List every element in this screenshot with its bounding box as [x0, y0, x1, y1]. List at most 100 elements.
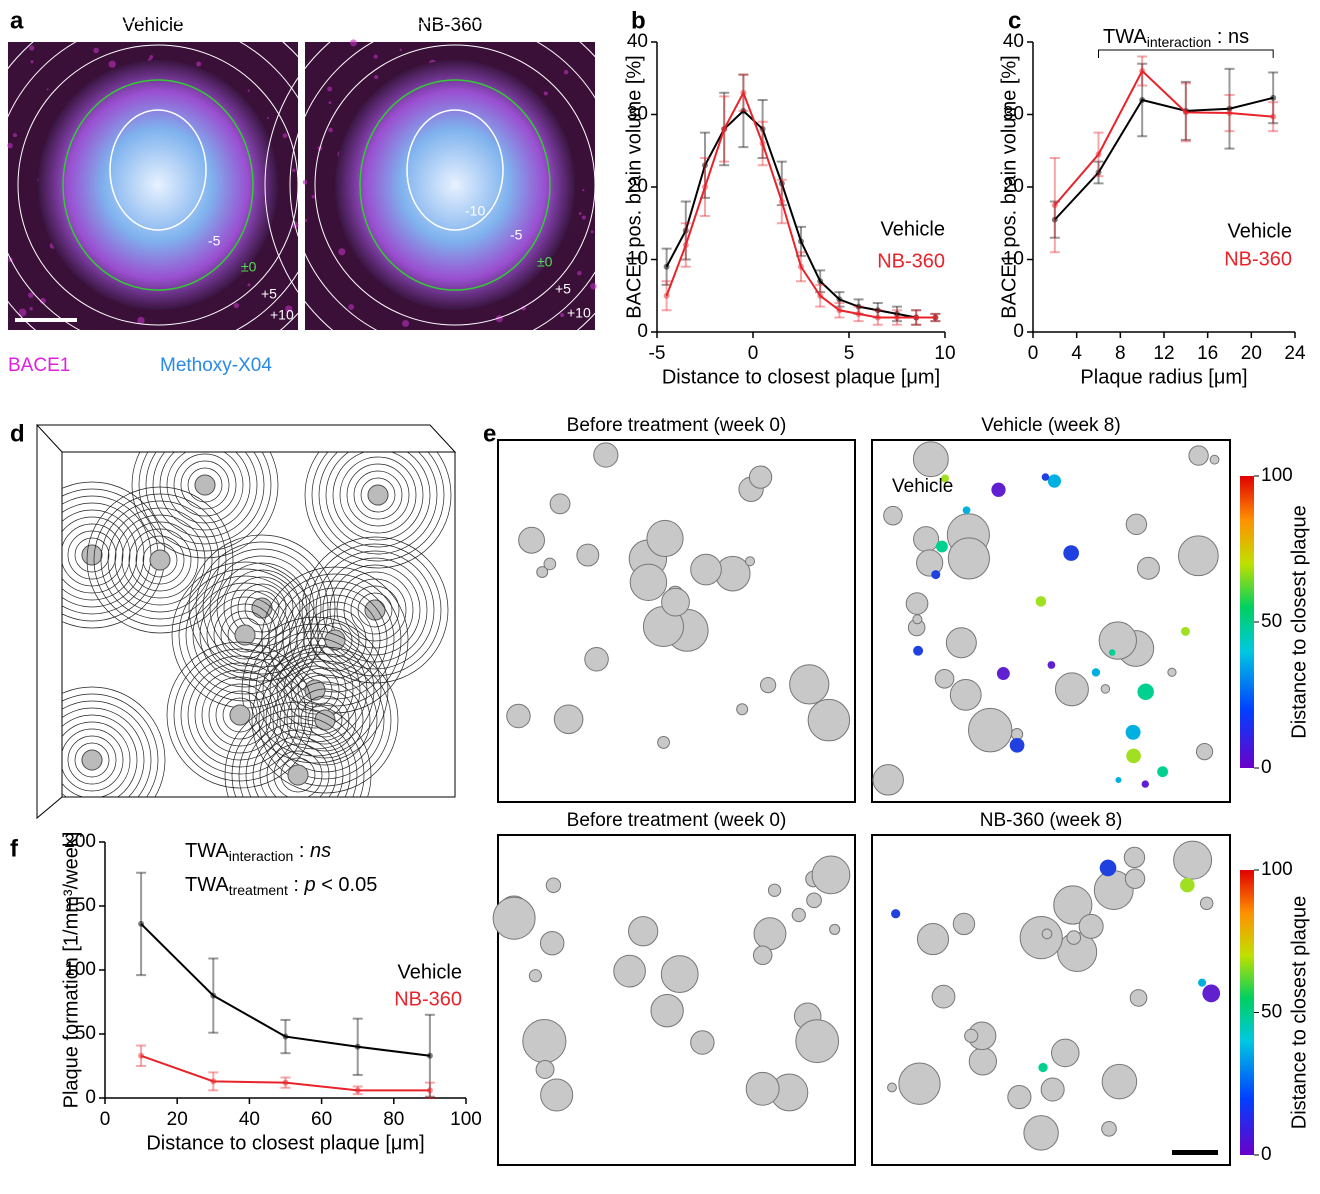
plaque-render — [913, 526, 940, 553]
plaque-render — [528, 969, 543, 983]
plaque-render — [539, 930, 565, 956]
plaque-render — [789, 664, 830, 705]
render-box — [871, 834, 1231, 1166]
contour — [195, 541, 329, 675]
y-tick-label: 10 — [1003, 249, 1024, 270]
contour — [245, 722, 351, 797]
speckle — [233, 302, 239, 309]
plaque-render — [518, 526, 546, 554]
new-plaque — [891, 909, 901, 919]
contour — [353, 470, 403, 520]
plaque — [229, 704, 251, 726]
plaque — [194, 474, 216, 496]
y-tick-label: 30 — [1003, 104, 1024, 125]
speckle — [247, 89, 250, 92]
annotation: TWAinteraction : ns — [1103, 26, 1249, 49]
colorbar-tick-label: 0 — [1261, 1144, 1272, 1165]
plaque-render — [745, 556, 756, 567]
contour-zero — [62, 79, 254, 291]
annotation-part: : — [293, 840, 310, 862]
plaque-render — [1040, 1077, 1065, 1102]
x-axis-title: Distance to closest plaque [μm] — [146, 1132, 424, 1154]
x-tick-label: 12 — [1153, 343, 1174, 364]
plaque-render — [593, 442, 619, 468]
plaque-render — [883, 505, 903, 526]
speckle — [374, 75, 379, 80]
series-line — [1054, 69, 1274, 206]
contour — [107, 507, 213, 613]
y-tick-label: 50 — [75, 1023, 96, 1044]
plaque-render — [545, 877, 562, 894]
contour — [300, 695, 350, 745]
plaque-render — [1125, 513, 1148, 536]
plaque-render — [1101, 1063, 1138, 1100]
new-plaque — [1180, 626, 1190, 636]
contour — [194, 669, 286, 761]
speckle — [521, 305, 526, 311]
plaque-render — [646, 519, 684, 558]
speckle — [7, 142, 13, 149]
channel-label: BACE1 — [8, 355, 70, 376]
contour — [307, 702, 343, 738]
contour-zero — [359, 79, 551, 291]
annotation-part: : ns — [1211, 26, 1249, 48]
speckle — [285, 305, 293, 313]
colorbar — [1240, 476, 1254, 768]
series-line — [140, 1054, 430, 1092]
image-title: NB-360 — [418, 15, 482, 36]
speckle — [311, 194, 316, 199]
contour — [67, 530, 117, 580]
x-tick-label: 0 — [100, 1109, 111, 1130]
x-tick-label: 60 — [311, 1109, 332, 1130]
panel-label: f — [10, 835, 19, 862]
new-plaque — [962, 506, 971, 515]
contour — [62, 721, 131, 797]
y-tick-label: 150 — [64, 895, 96, 916]
contour — [272, 667, 378, 773]
plaque — [81, 749, 103, 771]
contour — [159, 452, 251, 531]
contour — [62, 509, 138, 601]
legend-entry: NB-360 — [394, 988, 462, 1010]
x-tick-label: 24 — [1284, 343, 1306, 364]
speckle — [590, 283, 597, 290]
speckle — [563, 69, 569, 75]
speckle — [560, 312, 565, 318]
new-plaque — [1157, 766, 1169, 778]
new-plaque — [991, 482, 1006, 497]
plaque-render — [492, 896, 536, 940]
contour — [201, 676, 279, 754]
new-plaque — [941, 474, 949, 483]
contour — [241, 616, 389, 764]
plaque-render — [576, 543, 600, 567]
annotation-part: TWA — [185, 840, 229, 862]
contour — [252, 729, 344, 797]
image-title: Before treatment (week 0) — [567, 810, 787, 831]
plaque — [149, 549, 171, 571]
plaque-render — [1100, 684, 1111, 694]
plaque-render — [553, 704, 584, 735]
contour — [121, 521, 199, 599]
contour — [166, 641, 314, 789]
plaque-render — [522, 1018, 567, 1064]
image-title: Vehicle — [122, 15, 183, 36]
new-plaque — [1202, 984, 1221, 1003]
contour — [286, 681, 364, 759]
contour — [17, 44, 299, 326]
plaque-render — [1053, 885, 1093, 925]
plaque — [287, 764, 309, 786]
plaque-render — [748, 465, 773, 489]
speckle — [137, 316, 145, 325]
new-plaque — [1137, 683, 1154, 701]
speckle — [582, 189, 585, 192]
plaque-render — [613, 954, 646, 988]
new-plaque — [996, 667, 1010, 680]
x-axis-title: Distance to closest plaque [μm] — [662, 366, 940, 388]
contour — [238, 715, 358, 797]
plaque-render — [628, 916, 659, 947]
panel-label: c — [1008, 7, 1021, 34]
new-plaque — [1108, 649, 1116, 656]
speckle — [29, 307, 33, 311]
plaque-render — [916, 923, 950, 956]
image-title: NB-360 (week 8) — [980, 810, 1123, 831]
